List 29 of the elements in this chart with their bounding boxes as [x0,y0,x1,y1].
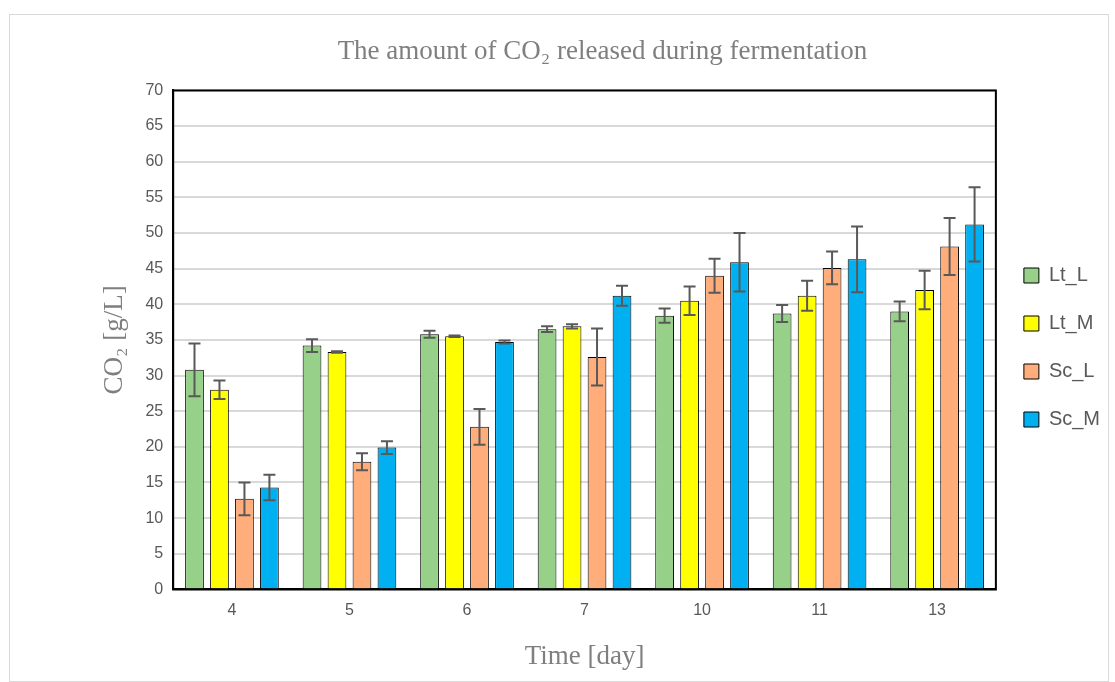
y-tick-label: 20 [145,437,164,455]
y-axis-title: CO₂ [g/L] [98,285,129,395]
x-axis-title: Time [day] [524,639,645,670]
y-tick-label: 70 [145,80,164,98]
y-tick-label: 35 [145,330,164,348]
x-tick-label: 4 [227,601,237,619]
x-tick-label: 7 [580,601,590,619]
x-tick-label: 5 [345,601,355,619]
legend-label: Sc_M [1048,407,1100,431]
y-tick-label: 30 [145,365,164,383]
y-tick-label: 5 [154,544,164,562]
y-tick-label: 10 [145,508,164,526]
legend-label: Sc_L [1048,359,1095,383]
y-tick-label: 50 [145,223,164,241]
x-tick-label: 6 [462,601,472,619]
y-tick-label: 60 [145,152,164,170]
legend-label: Lt_M [1048,311,1094,335]
y-tick-label: 0 [154,579,164,597]
x-tick-label: 13 [928,601,947,619]
x-tick-label: 11 [811,601,828,619]
y-tick-label: 55 [145,187,164,205]
y-tick-label: 15 [145,472,164,490]
x-tick-label: 10 [693,601,712,619]
y-tick-label: 45 [145,259,164,277]
y-tick-label: 40 [145,294,164,312]
y-tick-label: 25 [145,401,164,419]
chart-title: The amount of CO₂ released during fermentation [337,35,868,66]
y-tick-label: 65 [145,116,164,134]
legend-label: Lt_L [1048,263,1088,287]
